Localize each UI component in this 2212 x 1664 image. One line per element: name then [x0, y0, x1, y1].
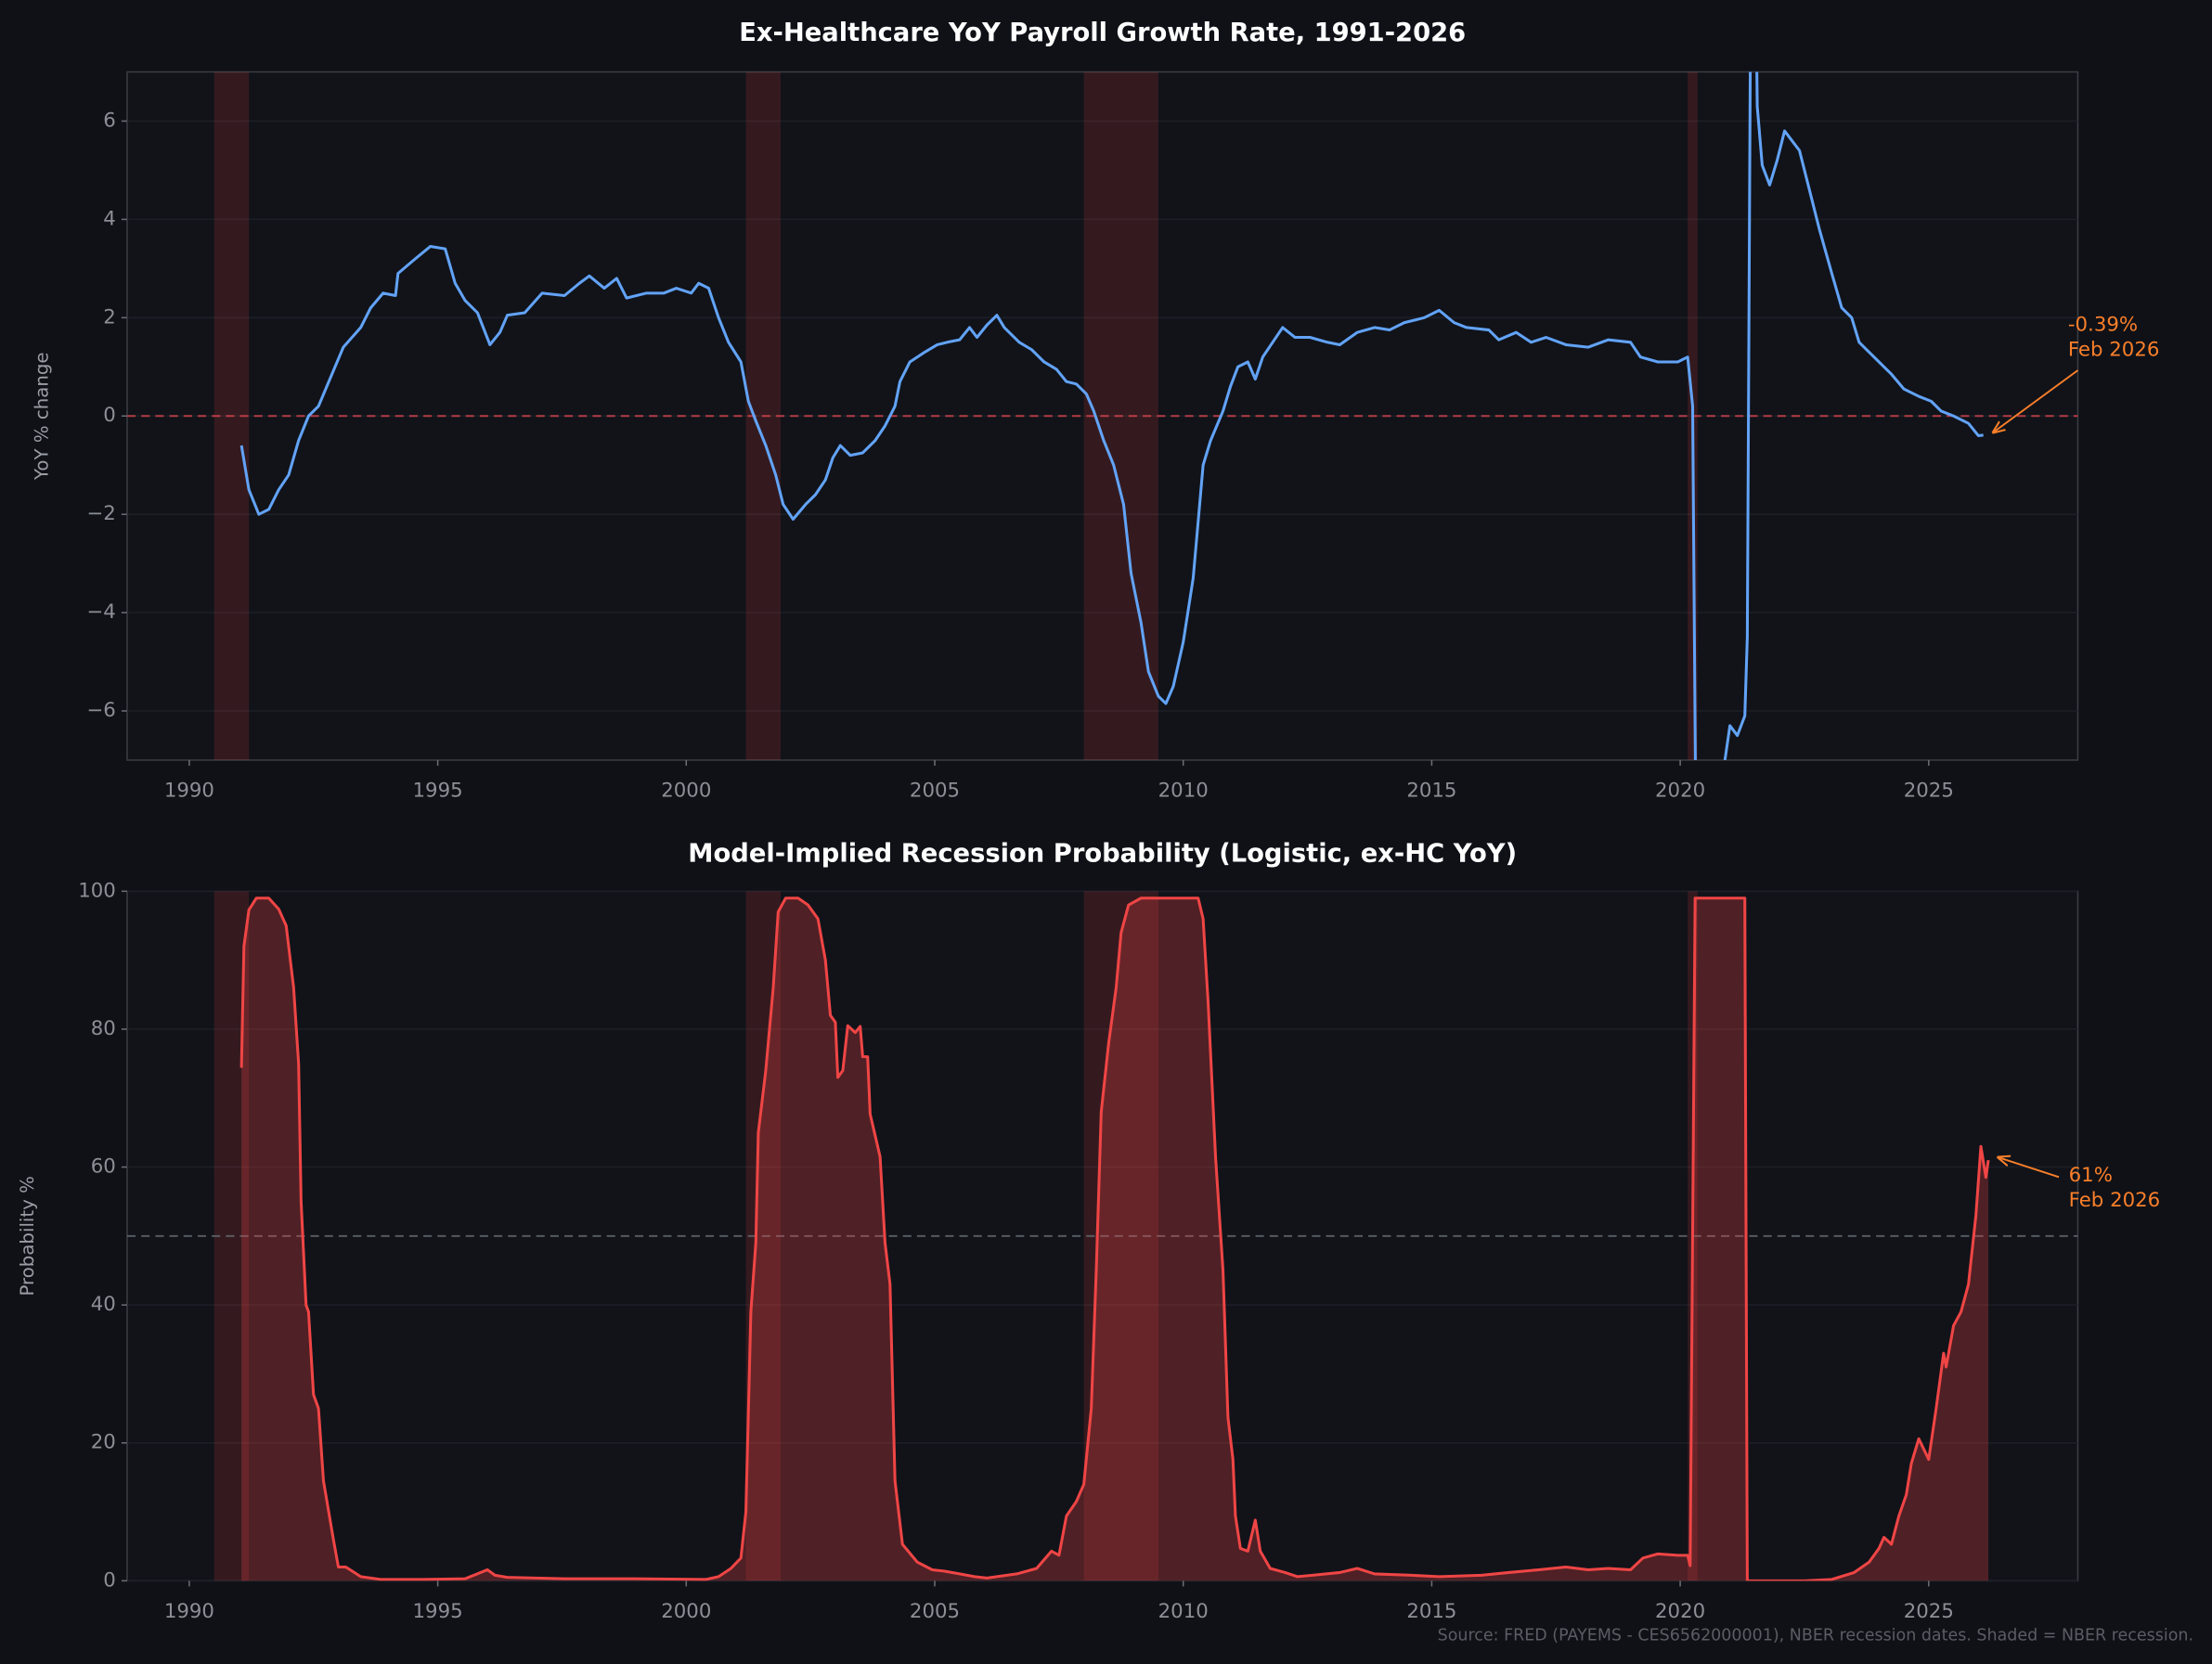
y-tick-label: 4	[103, 207, 116, 230]
x-tick-label: 1990	[164, 779, 214, 802]
y-tick-label: 20	[91, 1431, 116, 1454]
x-tick-label: 2005	[910, 779, 960, 802]
x-tick-label: 2015	[1406, 779, 1456, 802]
y-tick-label: −2	[86, 502, 115, 525]
area-fill	[241, 897, 1989, 1581]
annotation-text: Feb 2026	[2068, 339, 2160, 362]
y-tick-label: 6	[103, 109, 116, 132]
x-tick-label: 2010	[1158, 779, 1209, 802]
x-tick-label: 1995	[413, 1600, 463, 1623]
x-tick-label: 2020	[1655, 779, 1705, 802]
chart-title: Ex-Healthcare YoY Payroll Growth Rate, 1…	[739, 19, 1466, 47]
y-tick-label: 40	[91, 1293, 116, 1316]
x-tick-label: 1995	[413, 779, 463, 802]
x-tick-label: 1990	[164, 1600, 214, 1623]
x-tick-label: 2000	[661, 1600, 711, 1623]
y-tick-label: −6	[86, 699, 115, 722]
series-line	[239, 71, 1984, 761]
annotation-text: -0.39%	[2068, 313, 2138, 336]
y-tick-label: −4	[86, 600, 115, 624]
annotation-text: Feb 2026	[2069, 1189, 2161, 1212]
series-line	[239, 896, 1990, 1581]
y-tick-label: 0	[103, 404, 116, 427]
source-note: Source: FRED (PAYEMS - CES6562000001), N…	[1438, 1627, 2193, 1645]
y-tick-label: 100	[78, 879, 116, 902]
y-tick-label: 80	[91, 1017, 116, 1040]
y-axis-label: YoY % change	[31, 352, 52, 481]
x-tick-label: 2020	[1655, 1600, 1705, 1623]
x-tick-label: 2005	[910, 1600, 960, 1623]
y-tick-label: 0	[103, 1568, 116, 1592]
annotation-text: 61%	[2069, 1164, 2113, 1187]
y-tick-label: 60	[91, 1155, 116, 1179]
x-tick-label: 2025	[1904, 1600, 1954, 1623]
annotation-arrow	[1993, 369, 2079, 432]
x-tick-label: 2010	[1158, 1600, 1209, 1623]
x-tick-label: 2000	[661, 779, 711, 802]
y-axis-label: Probability %	[17, 1176, 38, 1296]
y-tick-label: 2	[103, 305, 116, 329]
annotation-arrow	[1999, 1157, 2060, 1179]
x-tick-label: 2025	[1904, 779, 1954, 802]
chart-title: Model-Implied Recession Probability (Log…	[688, 839, 1517, 868]
x-tick-label: 2015	[1406, 1600, 1456, 1623]
